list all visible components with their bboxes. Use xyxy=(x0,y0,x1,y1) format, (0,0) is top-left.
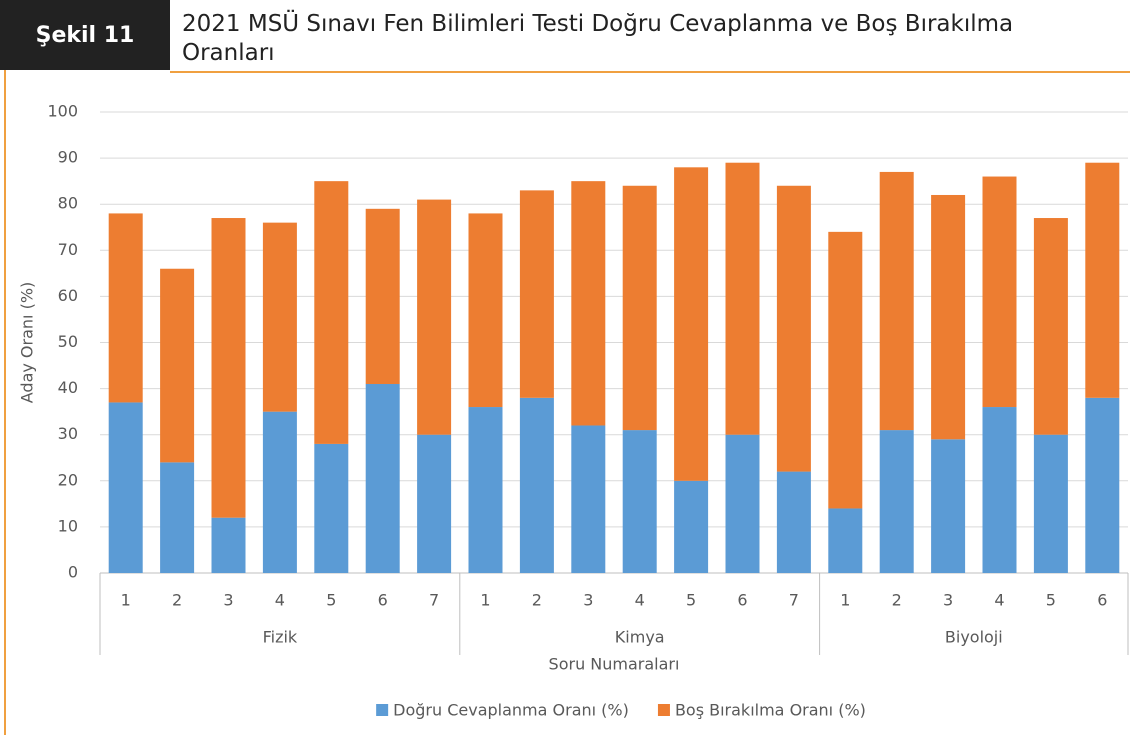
bar-segment xyxy=(314,443,349,573)
bar-segment xyxy=(776,471,811,573)
x-tick-label: 2 xyxy=(532,591,542,610)
bar-segment xyxy=(879,171,914,431)
y-tick-label: 50 xyxy=(58,332,78,351)
legend-label: Boş Bırakılma Oranı (%) xyxy=(675,701,866,720)
bar-segment xyxy=(622,185,657,431)
y-tick-label: 0 xyxy=(68,563,78,582)
bar-segment xyxy=(1085,162,1120,398)
bar-segment xyxy=(519,397,554,573)
group-label: Biyoloji xyxy=(945,628,1003,647)
x-tick-label: 7 xyxy=(789,591,799,610)
bar-segment xyxy=(211,517,246,573)
bar-segment xyxy=(417,199,452,435)
y-tick-label: 60 xyxy=(58,286,78,305)
bar-segment xyxy=(622,430,657,573)
x-tick-label: 6 xyxy=(1097,591,1107,610)
bar-segment xyxy=(262,411,297,573)
bar-segment xyxy=(365,208,400,384)
bar-segment xyxy=(982,176,1017,408)
bar-segment xyxy=(314,181,349,444)
bar-segment xyxy=(725,434,760,573)
bar-segment xyxy=(725,162,760,435)
x-tick-label: 7 xyxy=(429,591,439,610)
bar-segment xyxy=(468,213,503,408)
bar-segment xyxy=(1033,434,1068,573)
bar-segment xyxy=(262,222,297,412)
chart-title: 2021 MSÜ Sınavı Fen Bilimleri Testi Doğr… xyxy=(182,11,1014,66)
bar-segment xyxy=(931,194,966,440)
x-tick-label: 2 xyxy=(892,591,902,610)
bar-segment xyxy=(571,181,606,426)
bar-segment xyxy=(1033,218,1068,435)
x-tick-label: 1 xyxy=(840,591,850,610)
legend-swatch xyxy=(376,704,389,716)
bar-segment xyxy=(519,190,554,398)
group-label: Kimya xyxy=(615,628,665,647)
bar-segment xyxy=(417,434,452,573)
bar-segment xyxy=(1085,397,1120,573)
bar-segment xyxy=(931,439,966,573)
x-tick-label: 5 xyxy=(1046,591,1056,610)
y-axis-title: Aday Oranı (%) xyxy=(18,282,37,404)
legend-label: Doğru Cevaplanma Oranı (%) xyxy=(393,701,629,720)
x-tick-label: 5 xyxy=(686,591,696,610)
x-tick-label: 3 xyxy=(223,591,233,610)
bar-segment xyxy=(160,268,195,463)
x-tick-label: 3 xyxy=(583,591,593,610)
bar-segment xyxy=(108,402,143,573)
y-tick-label: 100 xyxy=(47,102,78,121)
x-tick-label: 1 xyxy=(121,591,131,610)
x-tick-label: 4 xyxy=(275,591,285,610)
bar-segment xyxy=(211,218,246,518)
bar-segment xyxy=(776,185,811,472)
x-tick-label: 4 xyxy=(635,591,645,610)
y-tick-label: 40 xyxy=(58,378,78,397)
x-tick-label: 4 xyxy=(994,591,1004,610)
x-tick-label: 6 xyxy=(737,591,747,610)
x-tick-label: 6 xyxy=(378,591,388,610)
bar-segment xyxy=(674,480,709,573)
bar-segment xyxy=(674,167,709,481)
bar-segment xyxy=(879,430,914,573)
bar-segment xyxy=(828,508,863,573)
x-tick-label: 2 xyxy=(172,591,182,610)
y-tick-label: 70 xyxy=(58,240,78,259)
y-tick-label: 90 xyxy=(58,148,78,167)
bar-segment xyxy=(828,231,863,509)
y-tick-label: 20 xyxy=(58,470,78,489)
bar-segment xyxy=(160,462,195,573)
figure-badge: Şekil 11 xyxy=(0,0,170,70)
y-tick-label: 30 xyxy=(58,424,78,443)
x-tick-label: 3 xyxy=(943,591,953,610)
bar-segment xyxy=(571,425,606,573)
y-tick-label: 10 xyxy=(58,516,78,535)
bar-segment xyxy=(108,213,143,403)
legend-swatch xyxy=(657,704,670,716)
bar-segment xyxy=(982,407,1017,573)
x-tick-label: 5 xyxy=(326,591,336,610)
group-label: Fizik xyxy=(263,628,298,647)
x-axis-title: Soru Numaraları xyxy=(549,655,680,674)
bar-segment xyxy=(365,383,400,573)
bar-segment xyxy=(468,407,503,573)
y-tick-label: 80 xyxy=(58,194,78,213)
x-tick-label: 1 xyxy=(480,591,490,610)
